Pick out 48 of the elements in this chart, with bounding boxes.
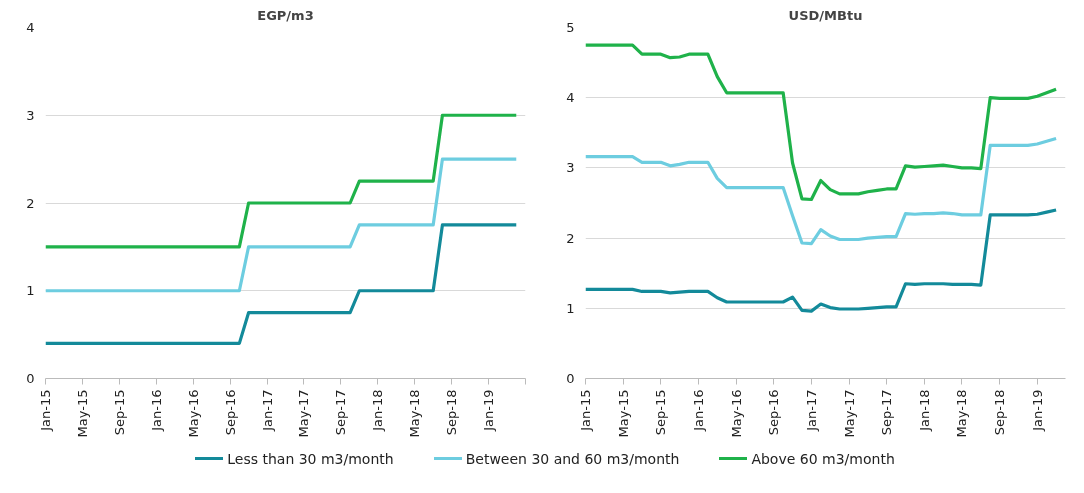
line-series: [45, 157, 518, 293]
chart-title: EGP/m3: [257, 7, 314, 23]
y-tick-label: 4: [566, 90, 575, 106]
y-tick-label: 2: [566, 230, 575, 246]
line-series: [585, 208, 1058, 313]
x-tick-label: Sep-18: [444, 389, 460, 436]
x-tick-label: Jan-17: [259, 389, 275, 432]
legend-label: Less than 30 m3/month: [226, 449, 394, 469]
y-tick-label: 3: [26, 107, 35, 123]
x-tick-label: Jan-16: [148, 389, 164, 432]
x-tick-label: Jan-17: [803, 389, 819, 432]
x-tick-label: Sep-17: [879, 389, 895, 436]
x-tick-label: Jan-16: [690, 389, 706, 432]
x-tick-label: Sep-18: [992, 389, 1008, 436]
y-tick-label: 3: [566, 160, 575, 176]
y-tick-label: 1: [26, 283, 35, 299]
y-tick-label: 4: [26, 20, 35, 35]
line-series: [45, 223, 518, 345]
x-tick-label: Jan-15: [38, 389, 53, 432]
y-tick-label: 2: [26, 195, 35, 211]
x-tick-label: Sep-15: [653, 389, 669, 436]
y-tick-label: 5: [566, 20, 575, 35]
legend-label: Between 30 and 60 m3/month: [464, 449, 680, 469]
y-tick-label: 1: [566, 300, 575, 316]
x-tick-label: May-15: [74, 389, 90, 438]
x-tick-label: May-17: [841, 389, 857, 438]
x-tick-label: May-18: [407, 389, 423, 438]
x-tick-label: Jan-15: [578, 389, 593, 432]
x-tick-label: Sep-16: [222, 389, 238, 436]
chart-title: USD/MBtu: [788, 7, 863, 23]
x-tick-label: Sep-15: [111, 389, 127, 436]
x-tick-label: May-17: [296, 389, 312, 438]
y-tick-label: 0: [26, 371, 35, 386]
x-tick-label: May-18: [954, 389, 970, 438]
line-series: [45, 113, 518, 249]
x-tick-label: Jan-19: [481, 389, 497, 432]
y-tick-label: 0: [566, 371, 575, 386]
x-tick-label: Sep-17: [333, 389, 349, 436]
legend-label: Above 60 m3/month: [750, 449, 895, 469]
x-tick-label: May-16: [185, 389, 201, 438]
x-tick-label: Jan-19: [1029, 389, 1045, 432]
line-series: [585, 43, 1058, 202]
x-tick-label: Jan-18: [916, 389, 932, 432]
x-tick-label: Jan-18: [370, 389, 386, 432]
line-series: [585, 136, 1058, 246]
x-tick-label: May-16: [728, 389, 744, 438]
x-tick-label: Sep-16: [766, 389, 782, 436]
x-tick-label: May-15: [615, 389, 631, 438]
